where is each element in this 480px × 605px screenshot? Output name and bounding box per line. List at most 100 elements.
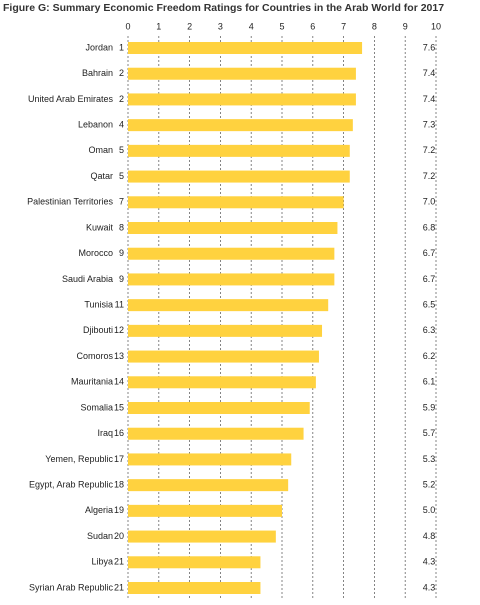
rank-label: 18 [114, 480, 124, 490]
rank-label: 7 [119, 197, 124, 207]
rank-label: 20 [114, 531, 124, 541]
category-label: Palestinian Territories [27, 197, 113, 207]
category-label: Somalia [80, 402, 113, 412]
value-label: 5.9 [423, 402, 436, 412]
x-tick-label: 10 [431, 21, 441, 31]
rank-label: 11 [115, 300, 124, 310]
bar [128, 222, 338, 234]
bar [128, 273, 335, 286]
rank-label: 19 [114, 505, 124, 515]
bar [128, 170, 350, 183]
rank-label: 4 [119, 120, 124, 130]
bar [128, 247, 335, 260]
category-label: Yemen, Republic [45, 454, 113, 464]
value-label: 6.7 [423, 248, 436, 258]
x-tick-label: 5 [279, 21, 284, 31]
value-label: 5.2 [423, 480, 436, 490]
bar [128, 67, 356, 80]
value-label: 6.2 [423, 351, 436, 361]
x-tick-label: 6 [310, 21, 315, 31]
x-tick-label: 0 [125, 21, 130, 31]
category-label: Algeria [85, 505, 113, 515]
rank-label: 9 [119, 248, 124, 258]
category-label: Bahrain [82, 68, 113, 78]
category-label: Qatar [90, 171, 113, 181]
category-label: Comoros [76, 351, 113, 361]
x-tick-label: 1 [156, 21, 161, 31]
rank-label: 15 [114, 402, 124, 412]
value-label: 7.2 [423, 171, 436, 181]
bar [128, 350, 319, 363]
rank-label: 9 [119, 274, 124, 284]
bar [128, 42, 363, 54]
value-label: 7.4 [423, 94, 436, 104]
category-label: Jordan [85, 42, 113, 52]
x-tick-label: 4 [249, 21, 254, 31]
x-tick-label: 2 [187, 21, 192, 31]
value-label: 6.8 [423, 222, 436, 232]
value-label: 7.6 [423, 42, 436, 52]
category-label: Sudan [87, 531, 113, 541]
x-tick-label: 8 [372, 21, 377, 31]
rank-label: 12 [114, 325, 124, 335]
category-label: Lebanon [78, 120, 113, 130]
value-label: 6.3 [423, 325, 436, 335]
category-label: Oman [88, 145, 113, 155]
rank-label: 13 [114, 351, 124, 361]
category-label: Kuwait [86, 222, 114, 232]
value-label: 6.7 [423, 274, 436, 284]
x-tick-label: 3 [218, 21, 223, 31]
rank-label: 21 [114, 557, 124, 567]
value-label: 4.3 [423, 557, 436, 567]
rank-label: 14 [114, 377, 124, 387]
chart-title: Figure G: Summary Economic Freedom Ratin… [3, 2, 444, 14]
value-label: 6.1 [423, 377, 436, 387]
value-label: 5.0 [423, 505, 436, 515]
rank-label: 21 [114, 582, 124, 592]
bar [128, 582, 261, 594]
bar [128, 453, 292, 466]
bar [128, 119, 353, 132]
category-label: Iraq [97, 428, 113, 438]
bar [128, 376, 316, 389]
rank-label: 5 [119, 171, 124, 181]
value-label: 6.5 [423, 300, 436, 310]
category-label: United Arab Emirates [28, 94, 114, 104]
category-label: Egypt, Arab Republic [29, 480, 114, 490]
value-label: 5.7 [423, 428, 436, 438]
value-label: 7.3 [423, 120, 436, 130]
rank-label: 16 [114, 428, 124, 438]
bar [128, 93, 356, 106]
value-label: 7.2 [423, 145, 436, 155]
category-label: Morocco [78, 248, 113, 258]
bar [128, 427, 304, 440]
x-tick-label: 9 [403, 21, 408, 31]
bar [128, 530, 276, 543]
bar [128, 299, 329, 312]
value-label: 7.4 [423, 68, 436, 78]
category-label: Saudi Arabia [62, 274, 113, 284]
rank-label: 5 [119, 145, 124, 155]
bar [128, 402, 310, 414]
bar [128, 196, 344, 209]
value-label: 4.8 [423, 531, 436, 541]
bar [128, 144, 350, 157]
rank-label: 1 [119, 42, 124, 52]
category-label: Mauritania [71, 377, 113, 387]
rank-label: 17 [114, 454, 124, 464]
rank-label: 2 [119, 68, 124, 78]
bar [128, 479, 289, 492]
bar [128, 556, 261, 569]
category-label: Syrian Arab Republic [29, 582, 114, 592]
value-label: 4.3 [423, 582, 436, 592]
category-label: Tunisia [84, 300, 113, 310]
category-label: Libya [91, 557, 113, 567]
value-label: 7.0 [423, 197, 436, 207]
rank-label: 2 [119, 94, 124, 104]
x-tick-label: 7 [341, 21, 346, 31]
rank-label: 8 [119, 222, 124, 232]
value-label: 5.3 [423, 454, 436, 464]
category-label: Djibouti [83, 325, 113, 335]
bar [128, 324, 323, 337]
